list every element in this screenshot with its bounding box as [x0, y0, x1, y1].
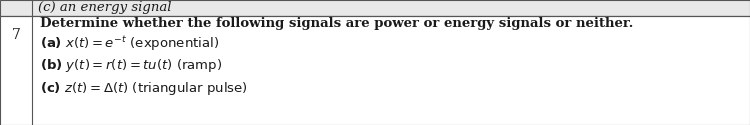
Text: Determine whether the following signals are power or energy signals or neither.: Determine whether the following signals … [40, 17, 633, 30]
Text: $\mathbf{(a)}\ \mathit{x(t)} = \mathit{e}^{-t}\ \mathrm{(exponential)}$: $\mathbf{(a)}\ \mathit{x(t)} = \mathit{e… [40, 34, 219, 53]
Text: $\mathbf{(b)}\ \mathit{y(t)} = \mathit{r(t)} = \mathit{tu(t)}\ \mathrm{(ramp)}$: $\mathbf{(b)}\ \mathit{y(t)} = \mathit{r… [40, 57, 222, 74]
Bar [0, 0, 750, 16]
Bar [0, 16, 750, 125]
Text: 7: 7 [11, 28, 20, 42]
Text: (c) an energy signal: (c) an energy signal [38, 1, 172, 14]
Text: $\mathbf{(c)}\ \mathit{z(t)} = \Delta\mathit{(t)}\ \mathrm{(triangular\ pulse)}$: $\mathbf{(c)}\ \mathit{z(t)} = \Delta\ma… [40, 80, 248, 97]
